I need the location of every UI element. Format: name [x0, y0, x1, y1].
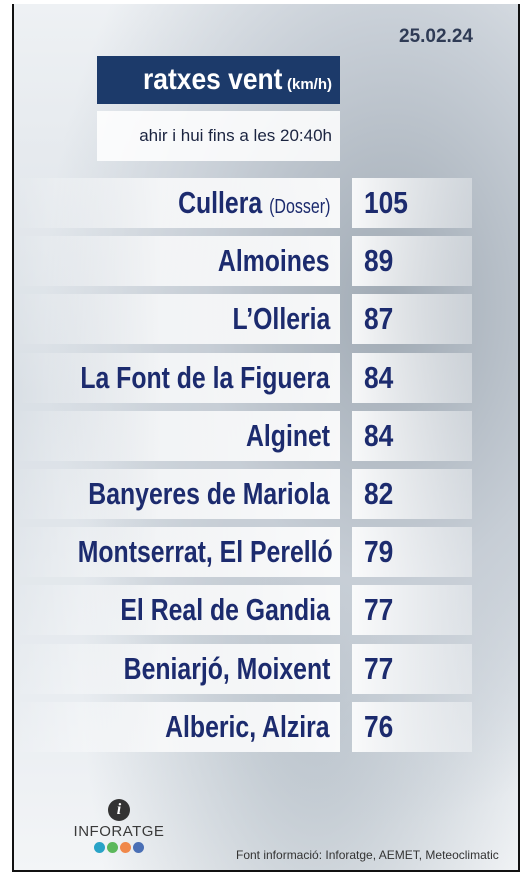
place-note: (Dosser): [269, 196, 330, 218]
place: Beniarjó, Moixent: [123, 651, 330, 686]
name-cell: Banyeres de Mariola: [14, 469, 340, 519]
gust-value: 77: [364, 644, 393, 694]
place: Montserrat, El Perelló: [78, 534, 333, 569]
place-name: L’Olleria: [232, 294, 330, 344]
place-name: La Font de la Figuera: [81, 353, 330, 403]
place-name: Montserrat, El Perelló: [78, 527, 333, 577]
place: La Font de la Figuera: [81, 360, 330, 395]
unit: (km/h): [287, 76, 332, 93]
value-cell: 87: [352, 294, 472, 344]
place-name: Alberic, Alzira: [166, 702, 330, 752]
gust-value: 82: [364, 469, 393, 519]
gust-value: 84: [364, 353, 393, 403]
gust-value: 84: [364, 411, 393, 461]
place: Alginet: [246, 418, 330, 453]
name-cell: La Font de la Figuera: [14, 353, 340, 403]
place: L’Olleria: [232, 301, 330, 336]
value-cell: 77: [352, 585, 472, 635]
name-cell: L’Olleria: [14, 294, 340, 344]
value-cell: 76: [352, 702, 472, 752]
place: Banyeres de Mariola: [89, 476, 330, 511]
name-cell: Beniarjó, Moixent: [14, 644, 340, 694]
gust-value: 77: [364, 585, 393, 635]
value-cell: 105: [352, 178, 472, 228]
place-name: Almoines: [218, 236, 330, 286]
place-name: Banyeres de Mariola: [89, 469, 330, 519]
gust-value: 87: [364, 294, 393, 344]
place: El Real de Gandia: [121, 592, 331, 627]
place: Alberic, Alzira: [166, 709, 330, 744]
subtitle: ahir i hui fins a les 20:40h: [97, 111, 340, 161]
value-cell: 82: [352, 469, 472, 519]
date: 25.02.24: [399, 26, 473, 48]
place-name: Beniarjó, Moixent: [123, 644, 330, 694]
value-cell: 77: [352, 644, 472, 694]
place: Cullera: [178, 185, 262, 220]
logo-text: INFORATGE: [69, 823, 169, 840]
gust-value: 105: [364, 178, 408, 228]
gust-value: 76: [364, 702, 393, 752]
value-cell: 84: [352, 411, 472, 461]
place-name: Cullera (Dosser): [178, 178, 330, 232]
value-cell: 89: [352, 236, 472, 286]
value-cell: 84: [352, 353, 472, 403]
name-cell: El Real de Gandia: [14, 585, 340, 635]
value-cell: 79: [352, 527, 472, 577]
title: ratxes vent: [143, 56, 282, 104]
name-cell: Alginet: [14, 411, 340, 461]
name-cell: Montserrat, El Perelló: [14, 527, 340, 577]
logo-icon: i: [108, 799, 130, 821]
title-bar: ratxes vent (km/h): [97, 56, 340, 104]
place: Almoines: [218, 243, 330, 278]
source-note: Font informació: Inforatge, AEMET, Meteo…: [236, 848, 499, 862]
gust-value: 79: [364, 527, 393, 577]
infographic: 25.02.24 ratxes vent (km/h) ahir i hui f…: [12, 4, 520, 872]
place-name: Alginet: [246, 411, 330, 461]
name-cell: Almoines: [14, 236, 340, 286]
name-cell: Cullera (Dosser): [14, 178, 340, 228]
logo-dots: [69, 840, 169, 858]
place-name: El Real de Gandia: [121, 585, 331, 635]
name-cell: Alberic, Alzira: [14, 702, 340, 752]
gust-value: 89: [364, 236, 393, 286]
logo: i INFORATGE: [69, 799, 169, 859]
page: 25.02.24 ratxes vent (km/h) ahir i hui f…: [0, 0, 526, 883]
